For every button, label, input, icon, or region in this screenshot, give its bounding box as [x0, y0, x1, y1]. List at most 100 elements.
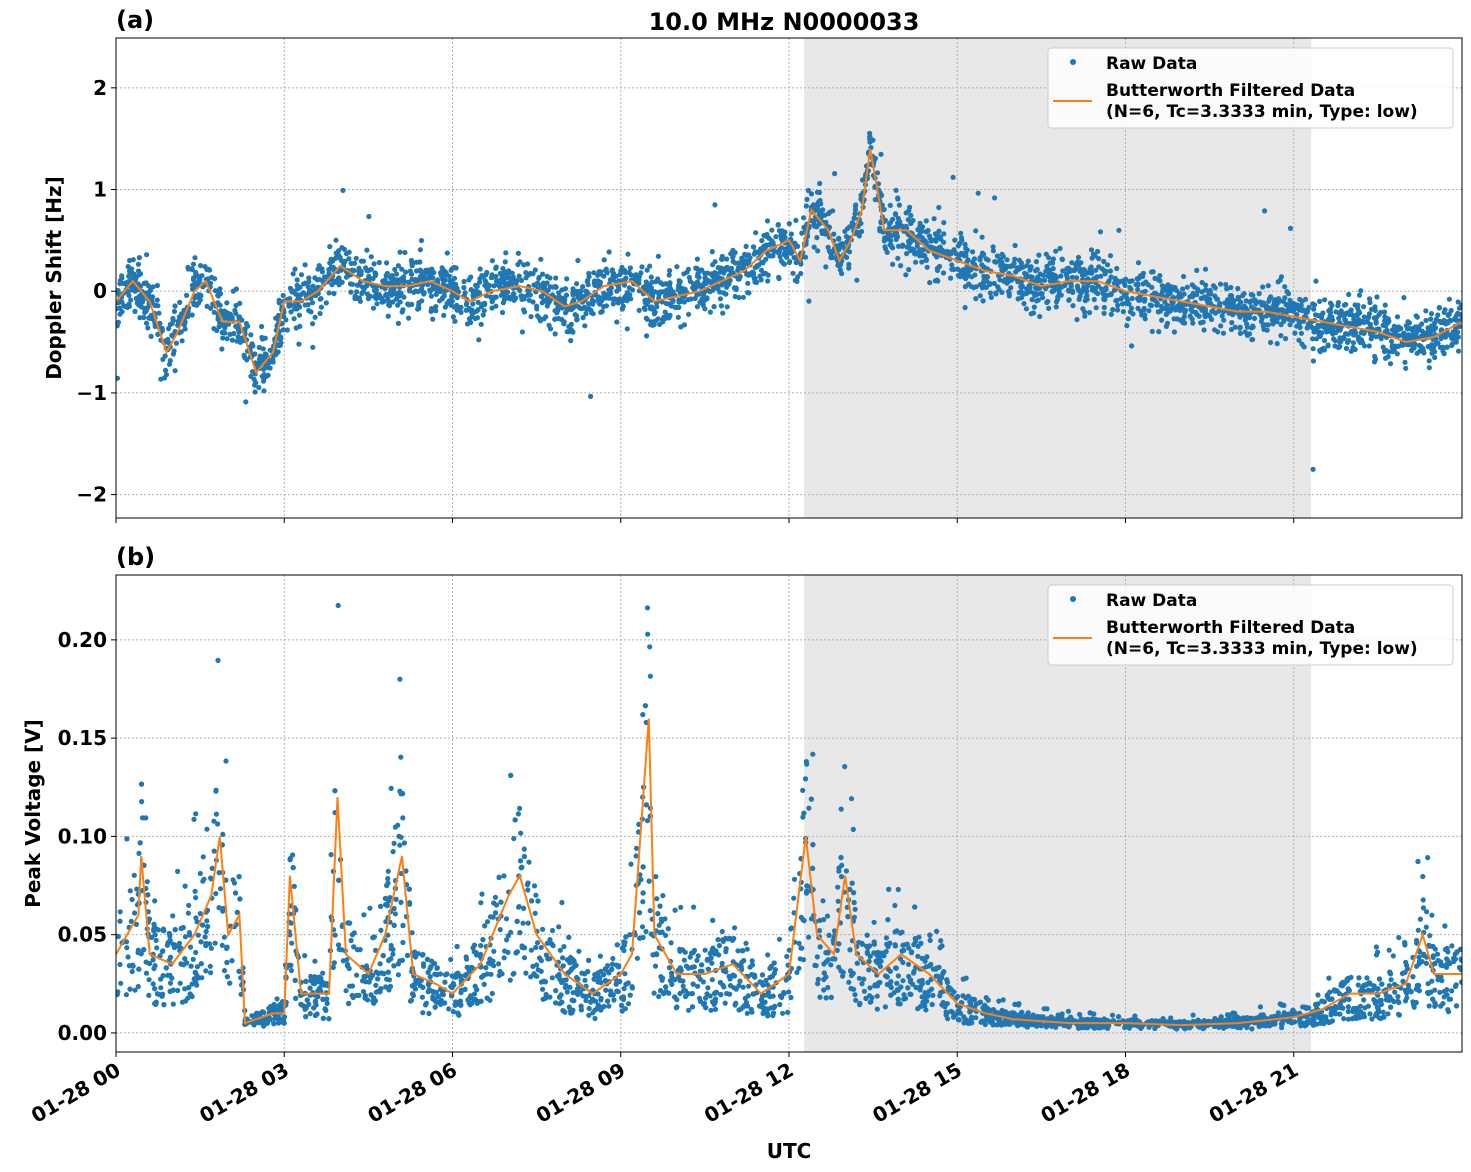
- raw-point: [433, 291, 439, 297]
- raw-point: [958, 230, 964, 236]
- raw-point: [776, 275, 782, 282]
- raw-point: [977, 257, 983, 263]
- raw-point: [1190, 1012, 1196, 1018]
- raw-point: [979, 252, 985, 258]
- raw-point: [1361, 343, 1368, 349]
- raw-point: [1003, 278, 1009, 284]
- raw-point: [771, 248, 777, 254]
- raw-point: [756, 262, 762, 268]
- raw-point: [1383, 315, 1389, 321]
- raw-point: [137, 315, 143, 321]
- raw-point: [1119, 278, 1125, 284]
- raw-point: [364, 247, 370, 253]
- raw-point: [764, 218, 771, 224]
- raw-point: [1403, 323, 1409, 329]
- raw-point: [736, 294, 742, 301]
- raw-point: [1274, 319, 1280, 325]
- raw-point: [981, 273, 987, 279]
- raw-point: [135, 261, 141, 267]
- raw-point: [779, 245, 785, 251]
- raw-point: [1458, 316, 1462, 323]
- raw-point: [730, 247, 736, 253]
- raw-point: [1355, 305, 1361, 312]
- raw-point: [406, 288, 413, 294]
- raw-point: [117, 311, 123, 317]
- raw-point: [417, 247, 423, 253]
- raw-point: [235, 327, 241, 333]
- raw-point: [1052, 284, 1058, 290]
- raw-point: [948, 275, 954, 281]
- raw-point: [193, 949, 199, 956]
- raw-point: [591, 270, 597, 276]
- raw-point: [423, 267, 429, 273]
- raw-point: [1090, 251, 1096, 257]
- raw-point: [1137, 297, 1143, 303]
- raw-point: [292, 301, 298, 308]
- raw-point: [306, 275, 312, 281]
- raw-point: [905, 217, 911, 223]
- raw-point: [391, 286, 397, 292]
- raw-point: [788, 231, 795, 237]
- raw-point: [515, 811, 522, 817]
- raw-point: [1441, 309, 1447, 315]
- raw-point: [1209, 316, 1215, 323]
- raw-point: [175, 868, 181, 875]
- raw-point: [1310, 325, 1316, 331]
- raw-point: [1104, 262, 1111, 268]
- raw-point: [1095, 248, 1101, 255]
- y-tick-label: −2: [76, 483, 107, 507]
- raw-point: [660, 281, 666, 287]
- panel-label: (a): [116, 6, 154, 34]
- y-tick-label: 2: [93, 76, 107, 100]
- raw-point: [791, 876, 798, 882]
- raw-point: [296, 341, 302, 347]
- raw-point: [184, 292, 190, 298]
- raw-point: [248, 373, 254, 379]
- raw-point: [547, 994, 553, 1000]
- raw-point: [307, 1011, 313, 1017]
- raw-point: [975, 190, 981, 196]
- raw-point: [530, 271, 536, 277]
- raw-point: [1361, 314, 1367, 320]
- raw-point: [148, 333, 154, 339]
- raw-point: [904, 244, 910, 250]
- raw-point: [226, 321, 232, 327]
- raw-point: [842, 228, 848, 234]
- raw-point: [818, 211, 824, 217]
- raw-point: [1413, 333, 1419, 339]
- raw-point: [433, 286, 439, 292]
- raw-point: [557, 947, 563, 953]
- raw-point: [1155, 276, 1161, 282]
- raw-point: [740, 984, 746, 990]
- raw-point: [1093, 305, 1099, 311]
- raw-point: [1452, 315, 1458, 321]
- raw-point: [1382, 302, 1388, 308]
- raw-point: [502, 290, 508, 296]
- raw-point: [962, 305, 968, 311]
- raw-point: [854, 277, 860, 283]
- raw-point: [478, 900, 484, 906]
- raw-point: [319, 269, 325, 275]
- raw-point: [1425, 329, 1431, 335]
- raw-point: [1426, 365, 1432, 371]
- raw-point: [1276, 307, 1283, 313]
- raw-point: [1251, 315, 1258, 321]
- raw-point: [477, 276, 483, 282]
- raw-point: [696, 291, 702, 297]
- raw-point: [1108, 311, 1114, 317]
- raw-point: [1437, 344, 1443, 350]
- raw-point: [185, 264, 191, 270]
- raw-point: [1250, 292, 1256, 298]
- raw-point: [1080, 286, 1086, 292]
- raw-point: [916, 233, 922, 239]
- raw-point: [429, 306, 435, 312]
- raw-point: [141, 314, 147, 321]
- y-tick-label: 0: [93, 279, 107, 303]
- raw-point: [340, 187, 346, 193]
- raw-point: [955, 266, 961, 272]
- raw-point: [1065, 1008, 1071, 1014]
- raw-point: [129, 266, 135, 272]
- raw-point: [493, 265, 499, 271]
- raw-point: [1229, 293, 1235, 299]
- raw-point: [718, 303, 725, 309]
